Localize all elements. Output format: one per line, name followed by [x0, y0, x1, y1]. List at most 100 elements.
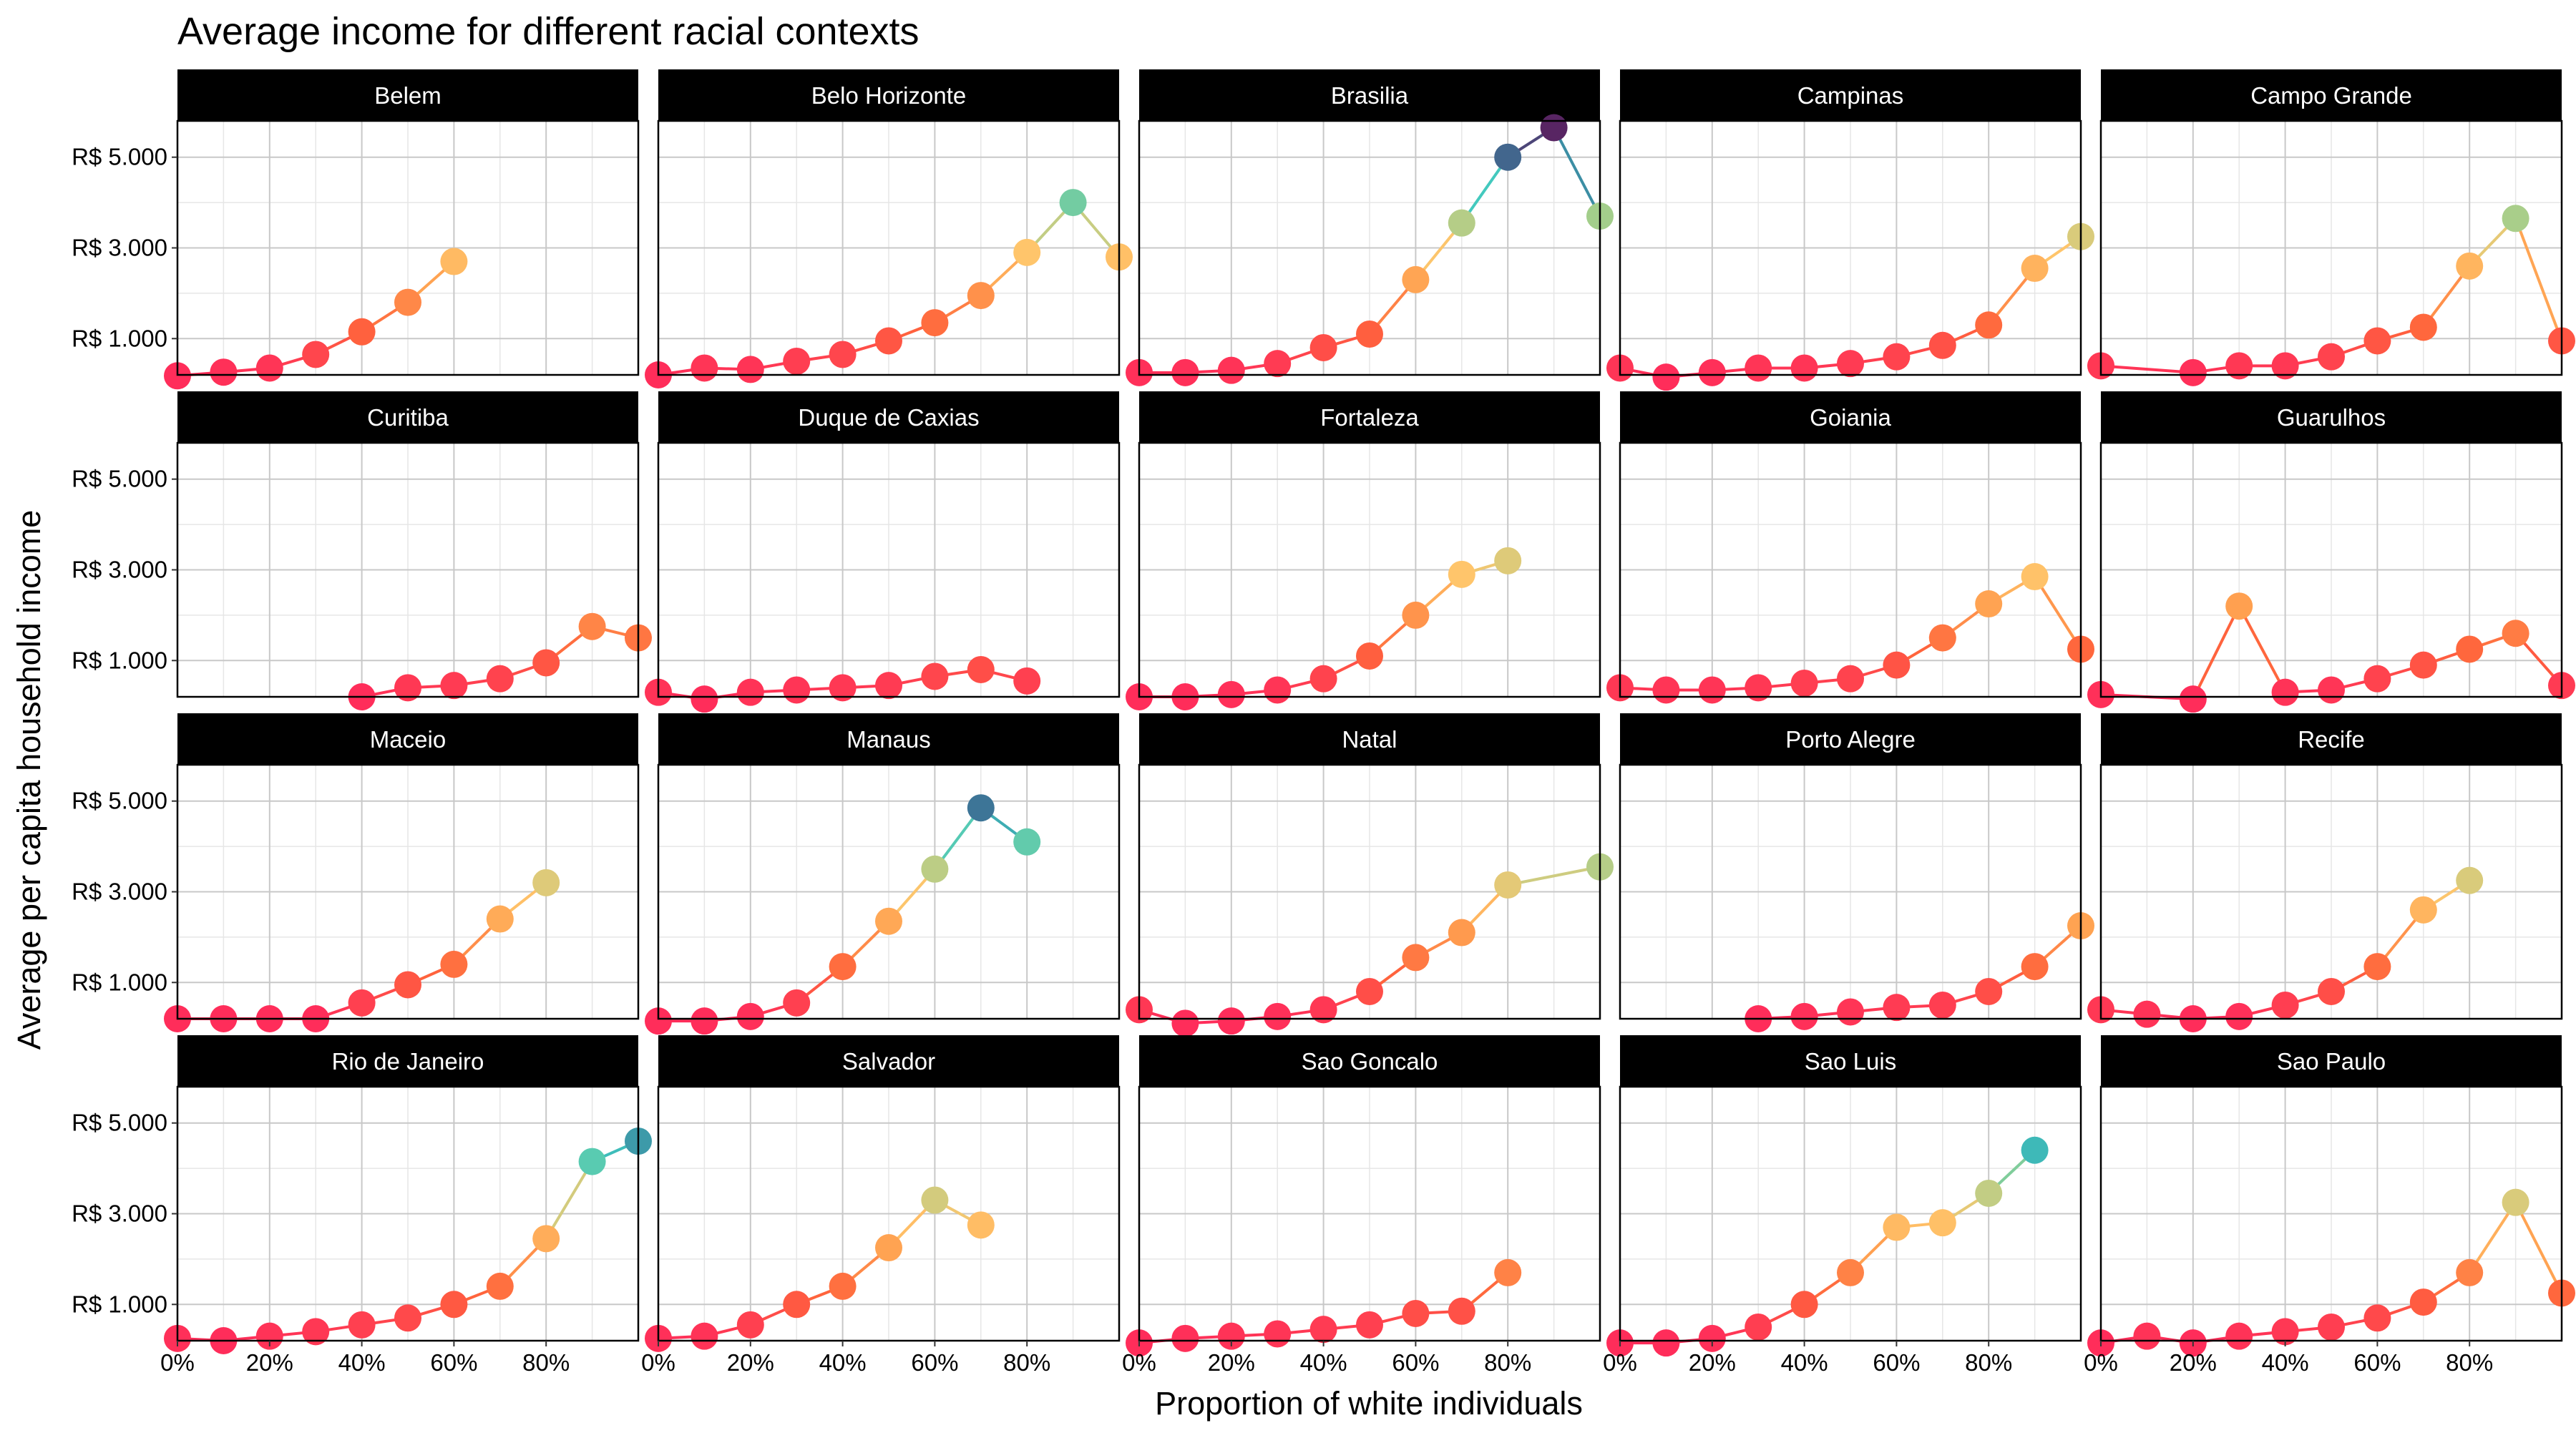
- data-point: [2271, 678, 2299, 706]
- data-point: [829, 1272, 857, 1300]
- data-point: [302, 341, 330, 368]
- data-point: [1883, 994, 1911, 1022]
- data-point: [1790, 354, 1818, 382]
- data-point: [2133, 1322, 2161, 1350]
- data-point: [2456, 866, 2484, 894]
- facet-panel: Goiania: [1606, 391, 2094, 704]
- panel-border: [1138, 119, 1601, 376]
- data-point: [2225, 1322, 2253, 1350]
- data-point: [2409, 313, 2437, 341]
- y-tick-label: R$ 3.000: [72, 1200, 167, 1227]
- facet-strip: [2101, 1035, 2562, 1087]
- data-point: [1698, 676, 1726, 704]
- data-point: [967, 655, 995, 683]
- data-point: [1837, 350, 1864, 378]
- data-point: [2363, 665, 2391, 693]
- series-line-segment: [2514, 1201, 2563, 1294]
- x-axis-title: Proportion of white individuals: [1155, 1385, 1583, 1422]
- data-point: [1975, 1179, 2003, 1207]
- data-point: [1928, 991, 1956, 1019]
- data-point: [1494, 871, 1522, 899]
- facet-strip-label: Manaus: [847, 726, 930, 753]
- data-point: [2502, 620, 2529, 647]
- data-point: [1264, 676, 1292, 704]
- data-point: [394, 1304, 421, 1332]
- data-point: [2363, 953, 2391, 981]
- data-point: [2456, 1258, 2484, 1286]
- data-point: [783, 989, 811, 1017]
- data-point: [302, 1318, 330, 1346]
- facet-strip: [658, 713, 1119, 765]
- facet-strip-label: Duque de Caxias: [798, 404, 979, 431]
- data-point: [736, 678, 764, 706]
- data-point: [1883, 651, 1911, 679]
- x-tick-label: 40%: [1300, 1349, 1347, 1376]
- data-point: [2363, 1304, 2391, 1332]
- x-tick-label: 40%: [819, 1349, 867, 1376]
- data-point: [1494, 143, 1522, 171]
- data-point: [1494, 547, 1522, 574]
- data-point: [1448, 560, 1475, 588]
- facet-strip: [1620, 391, 2081, 443]
- data-point: [2502, 205, 2529, 233]
- y-tick-label: R$ 5.000: [72, 788, 167, 814]
- data-point: [829, 674, 857, 702]
- series-line-segment: [1507, 865, 1601, 886]
- data-point: [2225, 592, 2253, 620]
- facet-panels: Belem R$ 1.000 R$ 3.000 R$ 5.000 Belo Horizo…: [72, 69, 2575, 1376]
- facet-strip: [177, 1035, 638, 1087]
- data-point: [2318, 1313, 2345, 1341]
- data-point: [1790, 669, 1818, 697]
- data-point: [440, 248, 468, 275]
- data-point: [2179, 358, 2207, 386]
- x-tick-label: 80%: [1965, 1349, 2012, 1376]
- data-point: [691, 1322, 718, 1350]
- data-point: [1356, 977, 1383, 1005]
- data-point: [1652, 363, 1680, 391]
- x-tick-label: 20%: [246, 1349, 293, 1376]
- data-point: [1309, 665, 1337, 693]
- facet-panel: Campinas: [1606, 69, 2094, 391]
- data-point: [2318, 343, 2345, 371]
- data-point: [2133, 1000, 2161, 1028]
- panel-border: [1619, 119, 2082, 376]
- data-point: [348, 989, 376, 1017]
- data-point: [1309, 1316, 1337, 1344]
- panel-border: [1619, 1085, 2082, 1342]
- data-point: [1402, 601, 1430, 629]
- y-axis-title: Average per capita household income: [11, 510, 47, 1050]
- y-tick-label: R$ 5.000: [72, 466, 167, 492]
- series-line-segment: [2033, 575, 2082, 650]
- facet-strip: [1139, 713, 1600, 765]
- data-point: [783, 1291, 811, 1319]
- data-point: [1975, 590, 2003, 618]
- data-point: [2225, 352, 2253, 380]
- facet-panel: Natal: [1126, 713, 1614, 1037]
- data-point: [1975, 311, 2003, 339]
- data-point: [1309, 996, 1337, 1024]
- data-point: [921, 855, 949, 883]
- panel-border: [1138, 1085, 1601, 1342]
- data-point: [1171, 1009, 1199, 1037]
- data-point: [394, 288, 421, 316]
- data-point: [2318, 676, 2345, 704]
- facet-panel: Porto Alegre: [1619, 713, 2094, 1032]
- series-line-segment: [545, 1160, 594, 1240]
- x-tick-label: 20%: [2170, 1349, 2217, 1376]
- data-point: [1217, 1007, 1245, 1035]
- x-tick-label: 60%: [1873, 1349, 1920, 1376]
- series-line-segment: [2100, 364, 2193, 374]
- x-tick-label: 40%: [2262, 1349, 2309, 1376]
- data-point: [532, 1225, 560, 1253]
- data-point: [532, 869, 560, 896]
- data-point: [691, 1007, 718, 1035]
- data-point: [783, 676, 811, 704]
- data-point: [1928, 331, 1956, 359]
- y-tick-label: R$ 5.000: [72, 144, 167, 170]
- facet-strip-label: Sao Paulo: [2277, 1048, 2386, 1075]
- data-point: [921, 309, 949, 337]
- data-point: [1264, 1320, 1292, 1348]
- facet-strip: [1139, 1035, 1600, 1087]
- facet-panel: Brasilia: [1126, 69, 1614, 386]
